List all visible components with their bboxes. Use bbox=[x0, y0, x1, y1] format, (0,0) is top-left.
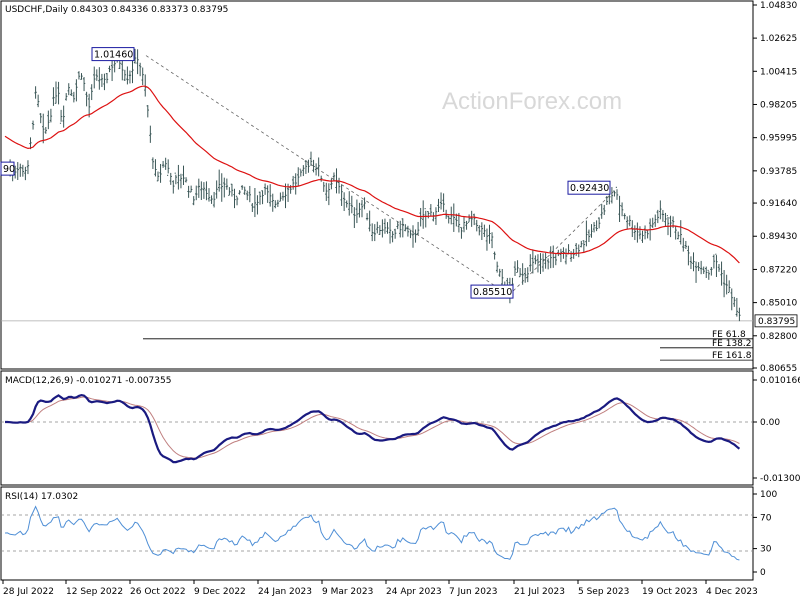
rsi-panel-frame bbox=[0, 486, 754, 581]
price-tick-label: 0.91640 bbox=[760, 199, 797, 209]
price-tick-label: 0.98205 bbox=[760, 100, 797, 110]
last-price-box bbox=[754, 314, 798, 328]
x-axis: 28 Jul 2022 12 Sep 2022 26 Oct 2022 9 Dec 2… bbox=[2, 580, 758, 597]
fib-levels: FE 61.8FE 138.2 FE 161.8 bbox=[143, 330, 753, 361]
price-tick-label: 1.00415 bbox=[760, 67, 797, 77]
price-tick-label: 0.80655 bbox=[760, 364, 797, 374]
macd-signal-line bbox=[5, 396, 740, 459]
fib-level-label: FE 61.8 bbox=[712, 330, 746, 340]
price-tick-label: 0.95995 bbox=[760, 134, 797, 144]
macd-tick-label: -0.013006 bbox=[760, 474, 800, 484]
price-annotation-box bbox=[91, 47, 135, 62]
price-axis: 1.04830 1.02625 1.00415 0.98205 0.95995 0.937… bbox=[753, 1, 797, 374]
price-tick-label: 0.82800 bbox=[760, 332, 797, 342]
price-annotation-label: 0.92430 bbox=[570, 183, 609, 194]
rsi-axis: 100 70 30 0 bbox=[753, 490, 777, 578]
price-tick-label: 0.93785 bbox=[760, 167, 797, 177]
watermark: ActionForex.com bbox=[442, 88, 622, 115]
price-annotation-box bbox=[567, 180, 611, 195]
x-tick-label: 12 Sep 2022 bbox=[66, 587, 123, 597]
price-annotations: 1.01460 0.92430 0.85510 90 bbox=[0, 47, 611, 299]
rsi-tick-label: 70 bbox=[760, 513, 772, 523]
x-tick-label: 19 Oct 2023 bbox=[642, 587, 698, 597]
price-tick-label: 0.85010 bbox=[760, 299, 797, 309]
dashed-trendline bbox=[145, 55, 510, 296]
x-tick-label: 5 Sep 2023 bbox=[578, 587, 629, 597]
rsi-header: RSI(14) 17.0302 bbox=[5, 492, 78, 502]
macd-tick-label: 0.010166 bbox=[760, 376, 800, 386]
price-annotation-label: 0.85510 bbox=[473, 287, 512, 298]
dashed-trendlines bbox=[145, 55, 615, 296]
macd-line bbox=[5, 393, 741, 464]
last-price-label: 0.83795 bbox=[758, 317, 795, 327]
rsi-tick-label: 30 bbox=[760, 545, 772, 555]
price-annotation-box bbox=[0, 161, 15, 176]
x-tick-label: 4 Dec 2023 bbox=[706, 587, 758, 597]
main-panel-frame bbox=[0, 0, 754, 370]
rsi-line bbox=[4, 505, 740, 561]
rsi-tick-label: 0 bbox=[760, 568, 766, 578]
moving-average-line bbox=[4, 85, 740, 264]
price-tick-label: 0.89430 bbox=[760, 232, 797, 242]
main-header: USDCHF,Daily 0.84303 0.84336 0.83373 0.8… bbox=[5, 5, 228, 15]
rsi-tick-label: 100 bbox=[760, 490, 777, 500]
x-tick-label: 7 Jun 2023 bbox=[449, 587, 497, 597]
price-tick-label: 1.02625 bbox=[760, 34, 797, 44]
x-tick-label: 24 Apr 2023 bbox=[386, 587, 442, 597]
ohlc-bars bbox=[3, 48, 741, 322]
macd-tick-label: 0.00 bbox=[760, 418, 780, 428]
macd-header: MACD(12,26,9) -0.010271 -0.007355 bbox=[5, 376, 171, 386]
price-tick-label: 0.87220 bbox=[760, 265, 797, 275]
price-annotation-label: 1.01460 bbox=[94, 50, 133, 61]
x-tick-label: 24 Jan 2023 bbox=[258, 587, 312, 597]
price-annotation-box bbox=[470, 284, 514, 299]
x-tick-label: 9 Dec 2022 bbox=[194, 587, 246, 597]
x-tick-label: 28 Jul 2022 bbox=[3, 587, 54, 597]
price-tick-label: 1.04830 bbox=[760, 1, 797, 11]
price-annotation-label: 90 bbox=[3, 164, 15, 175]
x-tick-label: 21 Jul 2023 bbox=[514, 587, 565, 597]
macd-axis: 0.010166 0.00 -0.013006 bbox=[753, 376, 800, 484]
fib-level-label: FE 138.2 bbox=[712, 339, 752, 349]
x-tick-label: 26 Oct 2022 bbox=[130, 587, 186, 597]
fib-level-label: FE 161.8 bbox=[712, 351, 752, 361]
macd-panel-frame bbox=[0, 370, 754, 486]
x-tick-label: 9 Mar 2023 bbox=[322, 587, 373, 597]
dashed-trendline bbox=[508, 190, 615, 296]
